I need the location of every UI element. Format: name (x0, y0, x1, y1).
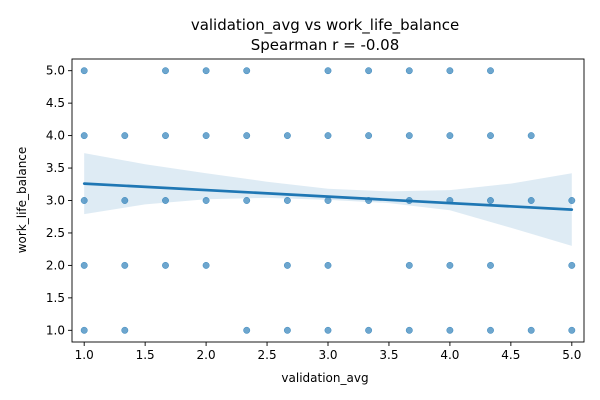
data-point (487, 67, 494, 75)
data-point (568, 261, 576, 269)
x-tick-label: 1.0 (75, 348, 94, 362)
x-tick-label: 3.5 (379, 348, 398, 362)
data-point (283, 132, 291, 140)
data-point (527, 326, 535, 334)
data-point (162, 197, 169, 204)
data-point (243, 67, 251, 75)
data-point (324, 67, 332, 75)
data-point (80, 67, 88, 75)
x-axis-label: validation_avg (281, 371, 368, 385)
data-point (365, 132, 373, 140)
data-point (487, 132, 494, 140)
data-point (121, 326, 129, 334)
data-point (446, 67, 454, 75)
y-axis: 1.0 1.5 2.0 2.5 3.0 3.5 4.0 4.5 5.0 (46, 64, 72, 337)
data-point (568, 326, 576, 334)
data-point (80, 326, 88, 334)
y-tick-label: 2.0 (46, 258, 65, 272)
data-point (405, 67, 413, 75)
data-point (80, 261, 88, 269)
x-tick-label: 4.5 (501, 348, 520, 362)
data-point (243, 197, 251, 204)
data-point (487, 326, 494, 334)
data-point (283, 326, 291, 334)
data-point (324, 261, 332, 269)
data-point (162, 132, 169, 140)
y-tick-label: 1.5 (46, 291, 65, 305)
x-tick-label: 1.5 (136, 348, 155, 362)
x-axis: 1.0 1.5 2.0 2.5 3.0 3.5 4.0 4.5 5.0 (75, 342, 581, 362)
data-point (446, 132, 454, 140)
data-point (487, 261, 494, 269)
data-point (80, 197, 88, 204)
data-point (121, 197, 129, 204)
y-axis-label: work_life_balance (15, 147, 29, 254)
plot-area (80, 67, 576, 334)
data-point (324, 132, 332, 140)
data-point (202, 67, 210, 75)
chart-title: validation_avg vs work_life_balance (191, 16, 459, 35)
y-tick-label: 5.0 (46, 64, 65, 78)
y-tick-label: 1.0 (46, 323, 65, 337)
data-point (487, 197, 494, 204)
data-point (527, 132, 535, 140)
y-tick-label: 2.5 (46, 226, 65, 240)
data-point (202, 261, 210, 269)
data-point (405, 132, 413, 140)
data-point (527, 197, 535, 204)
y-tick-label: 3.5 (46, 161, 65, 175)
data-point (283, 197, 291, 204)
data-point (121, 261, 129, 269)
y-tick-label: 3.0 (46, 194, 65, 208)
data-point (162, 67, 169, 75)
data-point (365, 67, 373, 75)
data-point (568, 197, 576, 204)
data-point (202, 197, 210, 204)
data-point (324, 197, 332, 204)
data-point (243, 326, 251, 334)
x-tick-label: 5.0 (562, 348, 581, 362)
data-point (365, 326, 373, 334)
data-point (405, 261, 413, 269)
x-tick-label: 2.0 (197, 348, 216, 362)
data-point (80, 132, 88, 140)
y-tick-label: 4.5 (46, 96, 65, 110)
data-point (121, 132, 129, 140)
chart-subtitle: Spearman r = -0.08 (251, 36, 400, 54)
regression-line (82, 182, 574, 211)
x-tick-label: 3.0 (318, 348, 337, 362)
y-tick-label: 4.0 (46, 129, 65, 143)
data-point (446, 261, 454, 269)
data-point (283, 261, 291, 269)
data-point (162, 261, 169, 269)
data-point (243, 132, 251, 140)
x-tick-label: 4.0 (440, 348, 459, 362)
data-point (324, 326, 332, 334)
x-tick-label: 2.5 (258, 348, 277, 362)
data-point (405, 326, 413, 334)
data-point (202, 132, 210, 140)
data-point (446, 326, 454, 334)
